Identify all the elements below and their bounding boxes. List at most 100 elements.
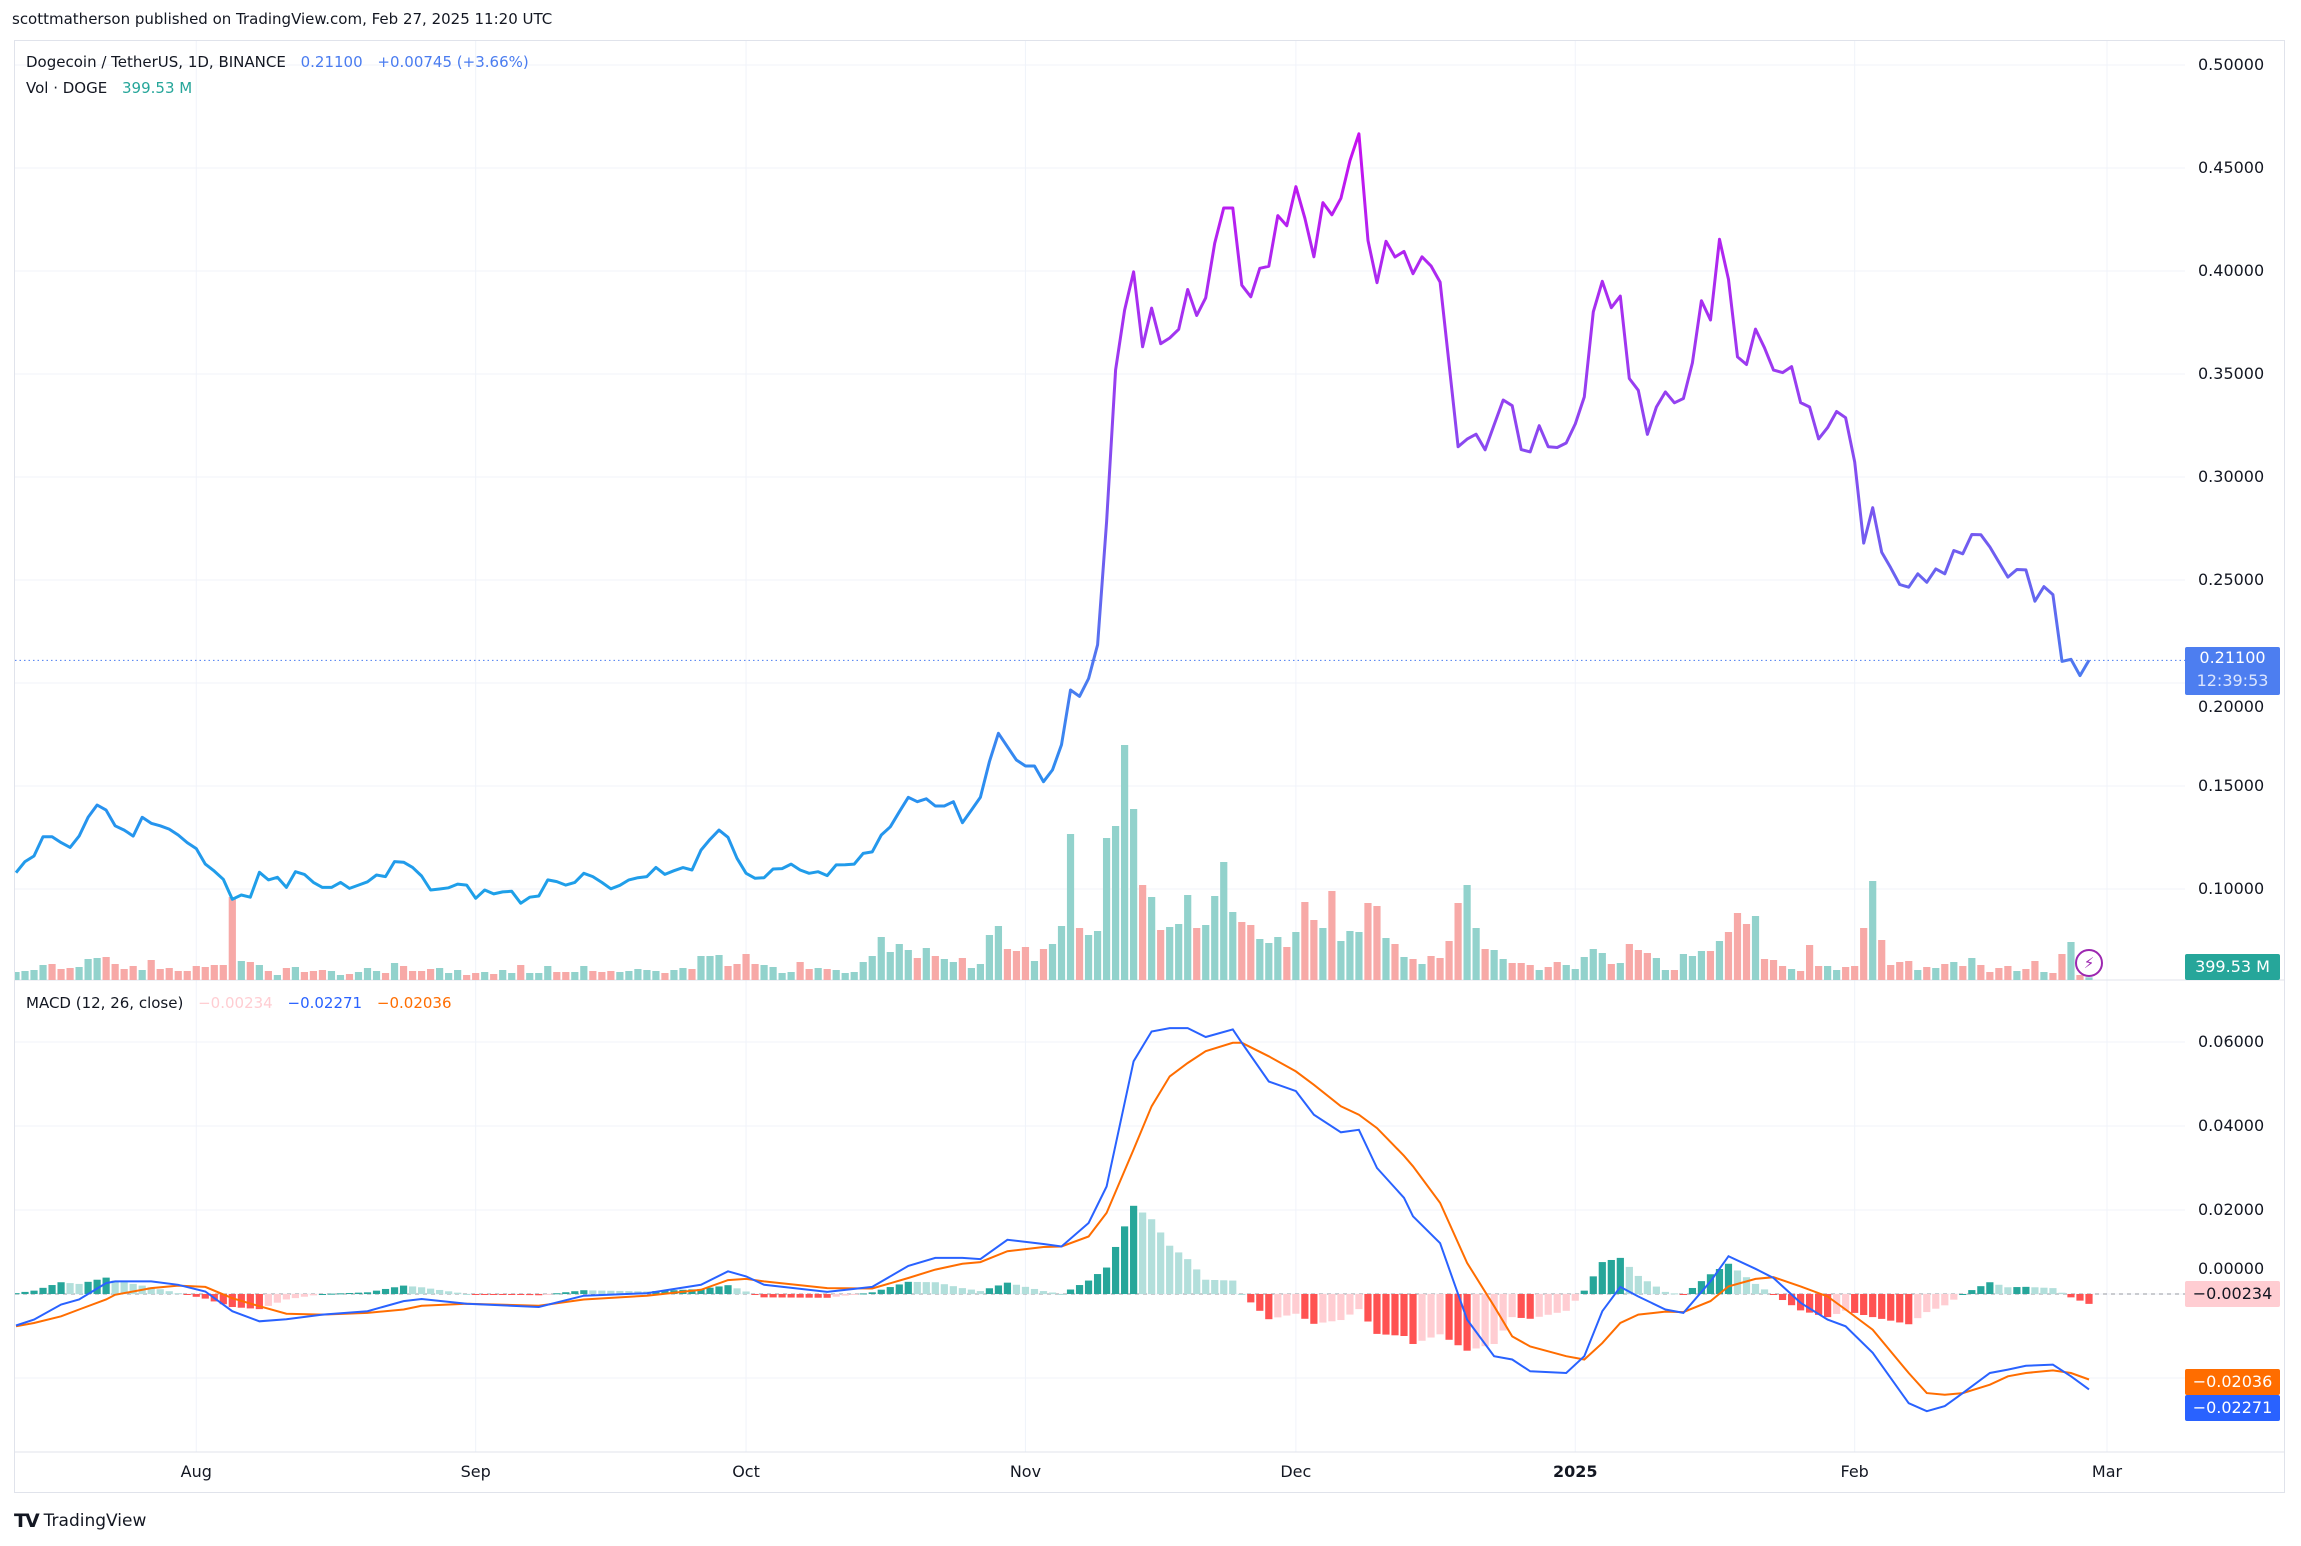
histogram-bar <box>1824 1294 1832 1318</box>
volume-bar <box>264 971 272 980</box>
volume-bar <box>967 968 975 980</box>
volume-bar <box>282 968 290 980</box>
histogram-bar <box>994 1285 1003 1294</box>
histogram-bar <box>706 1287 714 1294</box>
histogram-bar <box>481 1294 489 1295</box>
footer-brand[interactable]: TV TradingView <box>14 1510 146 1532</box>
volume-bar <box>1355 932 1363 980</box>
volume-bar <box>1598 953 1606 980</box>
histogram-bar <box>1319 1294 1327 1323</box>
volume-bar <box>1274 937 1282 980</box>
volume-bar <box>1238 922 1246 980</box>
volume-bar <box>147 960 155 980</box>
current-price-value: 0.21100 <box>2199 648 2266 667</box>
histogram-bar <box>1643 1281 1651 1294</box>
volume-bar <box>1679 954 1688 980</box>
histogram-bar <box>165 1291 173 1294</box>
volume-legend[interactable]: Vol · DOGE 399.53 M <box>26 79 192 97</box>
volume-bar <box>2004 966 2012 980</box>
histogram-bar <box>733 1288 741 1294</box>
histogram-bar <box>15 1293 20 1295</box>
volume-bar <box>1833 970 1841 980</box>
volume-bar <box>84 959 92 980</box>
time-axis-label: Aug <box>180 1462 212 1481</box>
volume-bar <box>57 969 65 980</box>
volume-bar <box>75 967 83 980</box>
volume-bar <box>1625 944 1633 980</box>
histogram-bar <box>1517 1294 1525 1318</box>
volume-bar <box>390 963 399 980</box>
histogram-bar <box>1400 1294 1408 1336</box>
histogram-bar <box>1526 1294 1534 1319</box>
volume-bar <box>417 971 426 980</box>
volume-bar <box>2067 942 2075 980</box>
histogram-bar <box>814 1294 822 1298</box>
histogram-bar <box>463 1294 471 1295</box>
volume-bar <box>589 971 597 980</box>
histogram-bar <box>2013 1287 2021 1294</box>
volume-bar <box>1166 927 1174 980</box>
volume-bar <box>1364 903 1372 980</box>
histogram-bar <box>1121 1226 1129 1294</box>
histogram-bar <box>1130 1205 1138 1294</box>
volume-bar <box>1616 963 1624 980</box>
histogram-bar <box>472 1294 480 1295</box>
histogram-bar <box>1030 1288 1039 1294</box>
volume-bar <box>922 948 930 980</box>
histogram-bar <box>544 1294 552 1295</box>
chart-frame <box>14 40 2285 1493</box>
volume-bar <box>246 962 254 980</box>
volume-title[interactable]: Vol · DOGE <box>26 79 108 97</box>
histogram-bar <box>1039 1291 1048 1294</box>
volume-bar <box>1932 968 1940 980</box>
gridlines <box>15 41 2185 1452</box>
histogram-bar <box>1139 1212 1147 1294</box>
volume-bar <box>1544 967 1552 980</box>
histogram-bar <box>228 1294 236 1308</box>
signal-value: −0.02036 <box>376 994 452 1012</box>
macd-title[interactable]: MACD (12, 26, close) <box>26 994 184 1012</box>
histogram-bar <box>976 1291 984 1294</box>
macd-histogram-value: −0.00234 <box>198 994 273 1012</box>
volume-bar <box>381 973 390 980</box>
histogram-bar <box>1229 1280 1237 1294</box>
histogram-bar <box>1454 1294 1462 1346</box>
volume-bar <box>1337 941 1345 980</box>
histogram-bar <box>1265 1294 1273 1320</box>
volume-bar <box>787 972 795 980</box>
volume-bar <box>1869 881 1877 980</box>
symbol-legend[interactable]: Dogecoin / TetherUS, 1D, BINANCE 0.21100… <box>26 53 529 71</box>
volume-bar <box>562 972 570 980</box>
histogram-bar <box>93 1279 101 1294</box>
volume-value: 399.53 M <box>122 79 193 97</box>
histogram-bar <box>1968 1290 1976 1294</box>
volume-bar <box>15 972 20 980</box>
symbol-title[interactable]: Dogecoin / TetherUS, 1D, BINANCE <box>26 53 286 71</box>
volume-bar <box>1986 972 1994 980</box>
histogram-bar <box>1256 1294 1264 1311</box>
macd-legend[interactable]: MACD (12, 26, close) −0.00234 −0.02271 −… <box>26 994 452 1012</box>
lightning-icon[interactable]: ⚡ <box>2075 949 2103 977</box>
volume-bar <box>1391 944 1399 980</box>
histogram-bar <box>1688 1287 1697 1294</box>
macd-value: −0.02271 <box>287 994 363 1012</box>
volume-bar <box>309 971 318 980</box>
histogram-bar <box>120 1282 128 1294</box>
volume-bar <box>1382 938 1390 980</box>
volume-bar <box>1093 931 1102 980</box>
histogram-bar <box>1283 1294 1291 1316</box>
histogram-bar <box>1184 1259 1192 1294</box>
volume-bar <box>1400 957 1408 980</box>
histogram-bar <box>1057 1294 1066 1295</box>
histogram-bar <box>859 1293 867 1295</box>
volume-bar <box>769 967 777 980</box>
histogram-bar <box>372 1290 381 1294</box>
histogram-bar <box>318 1294 327 1295</box>
histogram-bar <box>760 1294 768 1298</box>
volume-bar <box>1373 906 1381 980</box>
volume-bar <box>850 972 858 980</box>
volume-bar <box>408 971 417 980</box>
histogram-bar <box>1463 1294 1471 1351</box>
histogram-bar <box>850 1294 858 1295</box>
